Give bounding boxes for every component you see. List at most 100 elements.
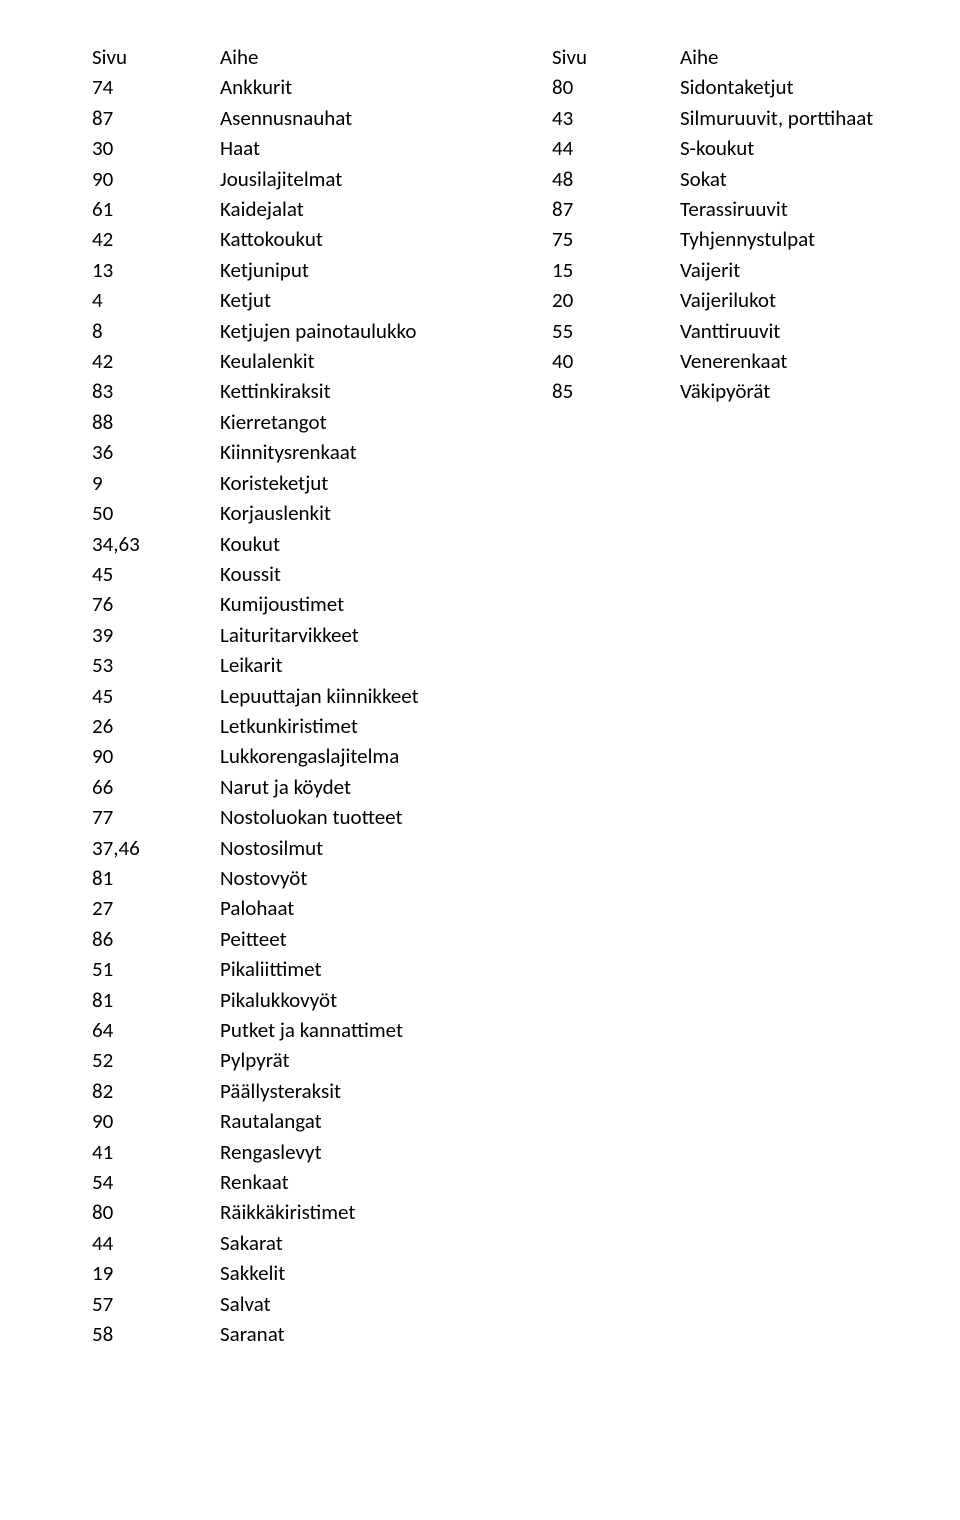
index-row: 52Pylpyrät [92, 1045, 552, 1075]
page-number: 50 [92, 498, 220, 528]
topic-label: Koukut [220, 529, 552, 559]
page-number: 75 [552, 224, 680, 254]
header-page-right: Sivu [552, 42, 680, 72]
page-number: 30 [92, 133, 220, 163]
index-row: 15Vaijerit [552, 255, 892, 285]
topic-label: Renkaat [220, 1167, 552, 1197]
index-row: 88Kierretangot [92, 407, 552, 437]
page-number: 80 [92, 1197, 220, 1227]
topic-label: Nostosilmut [220, 833, 552, 863]
index-row: 44S-koukut [552, 133, 892, 163]
index-row: 30Haat [92, 133, 552, 163]
right-column: Sivu Aihe 80Sidontaketjut43Silmuruuvit, … [552, 42, 892, 407]
page-number: 87 [552, 194, 680, 224]
index-row: 80Räikkäkiristimet [92, 1197, 552, 1227]
index-row: 48Sokat [552, 164, 892, 194]
page-number: 26 [92, 711, 220, 741]
index-row: 80Sidontaketjut [552, 72, 892, 102]
topic-label: Haat [220, 133, 552, 163]
topic-label: Räikkäkiristimet [220, 1197, 552, 1227]
index-row: 26Letkunkiristimet [92, 711, 552, 741]
index-row: 40Venerenkaat [552, 346, 892, 376]
topic-label: Kettinkiraksit [220, 376, 552, 406]
page-number: 27 [92, 893, 220, 923]
page-number: 43 [552, 103, 680, 133]
index-row: 75Tyhjennystulpat [552, 224, 892, 254]
index-row: 90Rautalangat [92, 1106, 552, 1136]
topic-label: Koristeketjut [220, 468, 552, 498]
page-number: 41 [92, 1137, 220, 1167]
topic-label: Vanttiruuvit [680, 316, 892, 346]
page-number: 77 [92, 802, 220, 832]
topic-label: Nostovyöt [220, 863, 552, 893]
page-number: 45 [92, 681, 220, 711]
index-row: 13Ketjuniput [92, 255, 552, 285]
index-row: 66Narut ja köydet [92, 772, 552, 802]
topic-label: Korjauslenkit [220, 498, 552, 528]
page-number: 57 [92, 1289, 220, 1319]
index-columns: Sivu Aihe 74Ankkurit87Asennusnauhat30Haa… [92, 42, 900, 1349]
topic-label: Ankkurit [220, 72, 552, 102]
page-number: 45 [92, 559, 220, 589]
page-number: 9 [92, 468, 220, 498]
page-number: 44 [92, 1228, 220, 1258]
index-row: 90Lukkorengaslajitelma [92, 741, 552, 771]
index-row: 45Koussit [92, 559, 552, 589]
index-row: 36Kiinnitysrenkaat [92, 437, 552, 467]
topic-label: Kiinnitysrenkaat [220, 437, 552, 467]
topic-label: Pylpyrät [220, 1045, 552, 1075]
topic-label: Sakarat [220, 1228, 552, 1258]
page-number: 90 [92, 1106, 220, 1136]
topic-label: Ketjuniput [220, 255, 552, 285]
page-number: 39 [92, 620, 220, 650]
index-row: 9Koristeketjut [92, 468, 552, 498]
index-row: 77Nostoluokan tuotteet [92, 802, 552, 832]
page-number: 48 [552, 164, 680, 194]
header-page-left: Sivu [92, 42, 220, 72]
index-row: 20Vaijerilukot [552, 285, 892, 315]
topic-label: Kumijoustimet [220, 589, 552, 619]
index-row: 76Kumijoustimet [92, 589, 552, 619]
topic-label: Saranat [220, 1319, 552, 1349]
page-number: 87 [92, 103, 220, 133]
topic-label: Letkunkiristimet [220, 711, 552, 741]
topic-label: Lukkorengaslajitelma [220, 741, 552, 771]
topic-label: Väkipyörät [680, 376, 892, 406]
index-row: 53Leikarit [92, 650, 552, 680]
topic-label: Vaijerit [680, 255, 892, 285]
topic-label: Päällysteraksit [220, 1076, 552, 1106]
index-row: 87Terassiruuvit [552, 194, 892, 224]
topic-label: S-koukut [680, 133, 892, 163]
index-row: 19Sakkelit [92, 1258, 552, 1288]
page-number: 42 [92, 346, 220, 376]
page-number: 85 [552, 376, 680, 406]
index-row: 41Rengaslevyt [92, 1137, 552, 1167]
page-number: 34,63 [92, 529, 220, 559]
index-row: 50Korjauslenkit [92, 498, 552, 528]
page-number: 53 [92, 650, 220, 680]
page-number: 83 [92, 376, 220, 406]
topic-label: Sidontaketjut [680, 72, 892, 102]
page-number: 64 [92, 1015, 220, 1045]
page-number: 86 [92, 924, 220, 954]
topic-label: Koussit [220, 559, 552, 589]
page-number: 15 [552, 255, 680, 285]
page-number: 76 [92, 589, 220, 619]
index-row: 55Vanttiruuvit [552, 316, 892, 346]
index-row: 85Väkipyörät [552, 376, 892, 406]
index-row: 61Kaidejalat [92, 194, 552, 224]
topic-label: Leikarit [220, 650, 552, 680]
index-row: 90Jousilajitelmat [92, 164, 552, 194]
index-row: 42Kattokoukut [92, 224, 552, 254]
page-number: 88 [92, 407, 220, 437]
index-row: 44Sakarat [92, 1228, 552, 1258]
topic-label: Lepuuttajan kiinnikkeet [220, 681, 552, 711]
topic-label: Kattokoukut [220, 224, 552, 254]
topic-label: Pikalukkovyöt [220, 985, 552, 1015]
index-row: 27Palohaat [92, 893, 552, 923]
index-row: 34,63Koukut [92, 529, 552, 559]
topic-label: Nostoluokan tuotteet [220, 802, 552, 832]
page-number: 8 [92, 316, 220, 346]
page-number: 61 [92, 194, 220, 224]
topic-label: Laituritarvikkeet [220, 620, 552, 650]
